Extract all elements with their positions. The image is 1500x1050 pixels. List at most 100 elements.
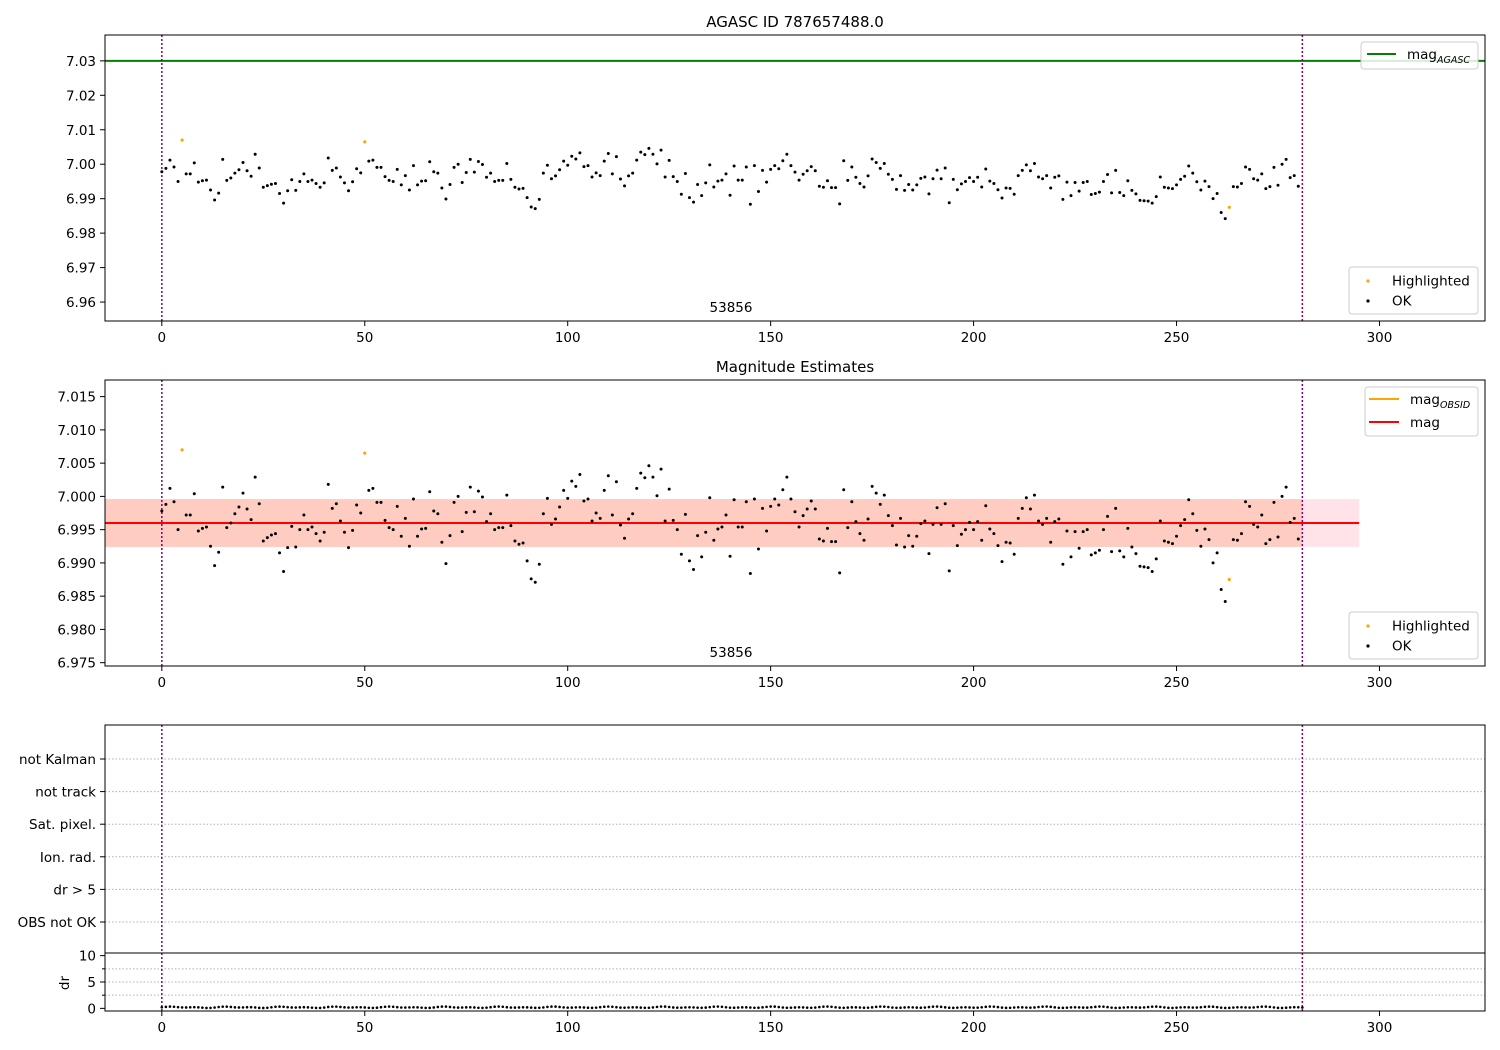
dr-point (988, 1005, 992, 1008)
ok-point (943, 166, 947, 170)
ok-point (765, 180, 769, 184)
ok-point (1114, 168, 1118, 172)
ok-point (992, 532, 996, 536)
dr-point (1171, 1006, 1174, 1010)
ok-point (785, 475, 789, 479)
ok-point (623, 536, 627, 540)
x-tick-label: 250 (1164, 330, 1190, 346)
ok-point (878, 166, 882, 170)
ok-point (959, 532, 963, 536)
dr-point (846, 1006, 850, 1009)
dr-point (351, 1006, 354, 1009)
dr-point (343, 1006, 346, 1009)
ok-point (732, 164, 736, 168)
ok-point (436, 171, 440, 175)
ok-point (229, 521, 233, 525)
ok-point (460, 180, 464, 184)
ok-point (850, 165, 854, 169)
ok-point (338, 175, 342, 179)
ok-point (1142, 199, 1146, 203)
ok-point (830, 540, 834, 544)
highlighted-point (363, 140, 367, 144)
ok-point (485, 175, 489, 179)
ok-point (939, 177, 943, 181)
ok-point (476, 489, 480, 493)
ok-point (773, 497, 777, 501)
ok-point (602, 159, 606, 163)
dr-point (761, 1006, 764, 1009)
ok-point (935, 506, 939, 510)
ok-point (1158, 175, 1162, 179)
dr-point (1232, 1006, 1235, 1009)
dr-point (968, 1006, 971, 1009)
ok-point (505, 493, 509, 497)
ok-point (1199, 188, 1203, 192)
dr-point (1215, 1005, 1219, 1009)
x-tick-label: 300 (1367, 330, 1393, 346)
ok-point (1150, 201, 1154, 205)
ok-point (509, 524, 513, 528)
ok-point (1073, 530, 1077, 534)
ok-point (1037, 175, 1041, 179)
ok-point (204, 178, 208, 182)
dr-point (278, 1005, 281, 1008)
ok-point (980, 185, 984, 189)
dr-point (550, 1005, 553, 1008)
ok-point (846, 178, 850, 182)
dr-point (736, 1006, 740, 1009)
dr-point (1004, 1006, 1008, 1010)
ok-point (533, 207, 537, 211)
panel-agasc-xaxis: 0 50 100 150 200 250 300 (158, 321, 1393, 346)
ok-point (667, 158, 671, 162)
dr-point (1053, 1006, 1057, 1009)
ok-point (1256, 525, 1260, 529)
dr-point (164, 1005, 168, 1009)
ok-point (1008, 186, 1012, 190)
legend-highlighted-label: Highlighted (1392, 274, 1470, 290)
ok-point (1264, 187, 1268, 191)
dr-point (708, 1005, 712, 1009)
ok-point (639, 471, 643, 475)
dr-point (878, 1005, 882, 1008)
dr-point (225, 1005, 229, 1008)
x-tick-label: 150 (758, 675, 784, 691)
panel-flags: OBS not OK dr > 5 Ion. rad. Sat. pixel. not … (18, 724, 1486, 954)
dr-point (562, 1006, 565, 1009)
ok-point (700, 555, 704, 559)
dr-point (923, 1006, 927, 1009)
dr-point (700, 1006, 703, 1010)
dr-point (623, 1006, 626, 1009)
dr-point (509, 1006, 513, 1009)
dr-point (1252, 1006, 1255, 1009)
ok-point (984, 504, 988, 508)
dr-point (1081, 1006, 1085, 1009)
dr-point (1118, 1006, 1122, 1010)
dr-point (440, 1005, 444, 1008)
ok-point (825, 179, 829, 183)
ok-point (533, 580, 537, 584)
ok-point (1179, 524, 1183, 528)
ok-point (1166, 186, 1170, 190)
ok-point (497, 178, 501, 182)
dr-point (286, 1005, 289, 1009)
dr-point (956, 1006, 959, 1009)
dr-point (347, 1006, 350, 1009)
ok-point (643, 476, 647, 480)
dr-point (1106, 1005, 1109, 1009)
dr-point (529, 1006, 533, 1009)
panel-agasc-legend-markers: Highlighted OK (1348, 266, 1479, 315)
ok-point (164, 502, 168, 506)
ok-point (525, 559, 529, 563)
dr-point (1098, 1005, 1101, 1008)
dr-point (302, 1005, 306, 1009)
dr-point (209, 1006, 212, 1010)
ok-point (1301, 0, 1304, 2)
ok-point (1110, 191, 1114, 195)
dr-point (383, 1005, 387, 1009)
ok-point (692, 200, 696, 204)
ok-point (1020, 506, 1024, 510)
dr-point (1130, 1006, 1134, 1009)
ok-point (683, 172, 687, 176)
dr-point (785, 1006, 789, 1010)
ok-point (825, 526, 829, 530)
